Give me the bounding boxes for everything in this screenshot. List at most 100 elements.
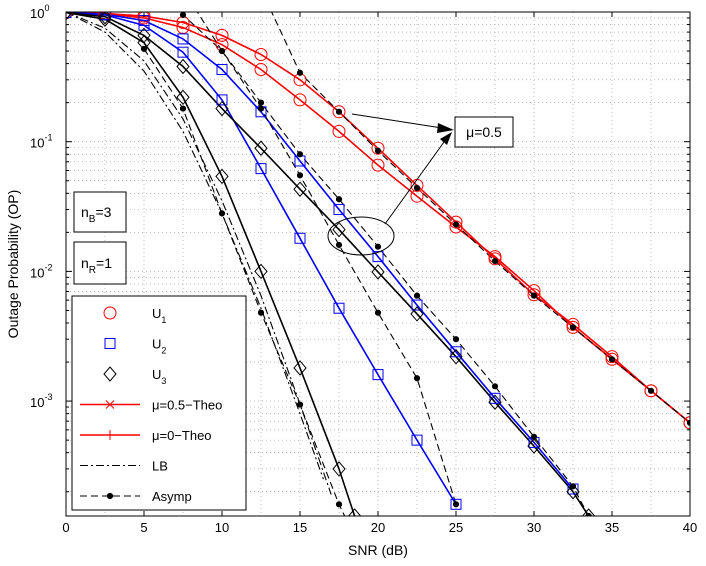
nr-label-box [73, 241, 127, 285]
data-point-asymp [374, 243, 382, 250]
data-point-u3 [332, 221, 346, 238]
data-point-u1 [254, 48, 268, 62]
x-tick-label: 30 [527, 520, 541, 535]
legend-box [71, 295, 247, 511]
data-point-u1 [605, 350, 619, 364]
data-point-asymp [452, 221, 460, 228]
annotation-arrow-2 [384, 141, 445, 225]
data-point-u3 [176, 58, 190, 75]
annotation-ellipse [327, 216, 395, 256]
mu-label-box [454, 116, 514, 148]
data-point-asymp [374, 147, 382, 154]
legend-label: U2 [152, 337, 166, 356]
data-point-u3 [98, 12, 112, 27]
data-point-u2 [489, 392, 501, 404]
nr-label: nR=1 [81, 255, 112, 276]
series-line-asymp-11 [271, 12, 690, 424]
data-point-u1 [332, 124, 346, 138]
legend-item: LB [80, 459, 168, 474]
legend-label: Asymp [152, 489, 192, 504]
data-point-asymp [608, 356, 616, 363]
series-line-u3-5 [66, 12, 356, 516]
series-line-u2-3 [66, 12, 457, 505]
data-point-u2 [216, 64, 228, 76]
data-point-asymp [218, 47, 226, 55]
data-point-u1 [449, 220, 463, 234]
data-point-u3 [410, 306, 424, 322]
data-point-u2 [450, 346, 462, 358]
data-point-u2 [294, 232, 306, 244]
x-tick-label: 40 [683, 520, 697, 535]
data-point-u3 [293, 181, 307, 197]
legend-marker [103, 366, 117, 382]
legend-label: μ=0−Theo [152, 428, 212, 443]
series-line-asymp-10 [196, 12, 590, 516]
legend-marker [103, 306, 117, 320]
data-point-u3 [215, 100, 229, 117]
data-point-asymp [179, 105, 187, 112]
data-point-u2 [177, 46, 189, 58]
mu-label: μ=0.5 [466, 124, 502, 140]
data-point-asymp [530, 292, 538, 299]
data-point-asymp [335, 196, 343, 203]
data-point-asymp [257, 309, 265, 316]
data-point-u1 [137, 12, 151, 25]
data-point-u2 [177, 33, 189, 45]
data-point-u1 [371, 141, 385, 155]
data-point-u3 [254, 263, 268, 280]
data-point-asymp [335, 241, 343, 249]
data-point-u3 [488, 394, 502, 410]
data-point-u2 [333, 302, 345, 314]
data-point-asymp [413, 292, 421, 299]
series-line-u2-2 [66, 12, 574, 490]
x-tick-label: 15 [293, 520, 307, 535]
annotation-arrowhead-1 [437, 123, 454, 133]
data-point-u2 [216, 94, 228, 106]
data-point-u1 [215, 28, 229, 42]
annotation-arrowhead-2 [440, 132, 452, 145]
data-point-u1 [644, 384, 658, 398]
x-tick-label: 25 [449, 520, 463, 535]
data-point-asymp [647, 387, 655, 394]
data-point-asymp [413, 375, 421, 382]
data-point-asymp [452, 501, 460, 508]
data-point-asymp [569, 324, 577, 331]
data-point-u2 [333, 204, 345, 216]
data-point-u1 [527, 288, 541, 302]
data-point-asymp [257, 105, 265, 112]
series-line-u1-1 [66, 12, 690, 424]
data-point-u2 [372, 251, 384, 263]
data-point-u1 [293, 93, 307, 107]
data-point-asymp [296, 69, 304, 76]
legend-item: U1 [103, 306, 166, 325]
data-point-u2 [372, 369, 384, 381]
data-point-u1 [371, 158, 385, 172]
data-point-u3 [527, 438, 541, 454]
data-point-u3 [566, 483, 580, 500]
data-point-u2 [411, 299, 423, 311]
data-point-u2 [138, 19, 150, 31]
x-axis-label: SNR (dB) [348, 542, 408, 558]
nb-label-box [73, 191, 127, 233]
x-tick-label: 5 [140, 520, 147, 535]
data-point-asymp [335, 108, 343, 115]
x-tick-label: 10 [215, 520, 229, 535]
data-point-asymp [374, 309, 382, 316]
data-point-u1 [605, 352, 619, 366]
y-tick-label: 10-1 [30, 133, 52, 151]
y-tick-label: 10-3 [30, 392, 52, 410]
data-point-u2 [255, 163, 267, 175]
data-point-asymp [413, 184, 421, 192]
legend-marker [105, 400, 115, 409]
legend-item: μ=0−Theo [80, 428, 212, 443]
data-point-u3 [254, 140, 268, 157]
series-line-lb-6 [66, 12, 324, 480]
y-tick-label: 10-2 [30, 262, 52, 280]
legend-marker [104, 338, 116, 349]
data-point-u3 [98, 12, 112, 25]
legend-item: U2 [104, 337, 166, 356]
data-point-asymp [335, 501, 343, 508]
data-point-u1 [566, 320, 580, 334]
